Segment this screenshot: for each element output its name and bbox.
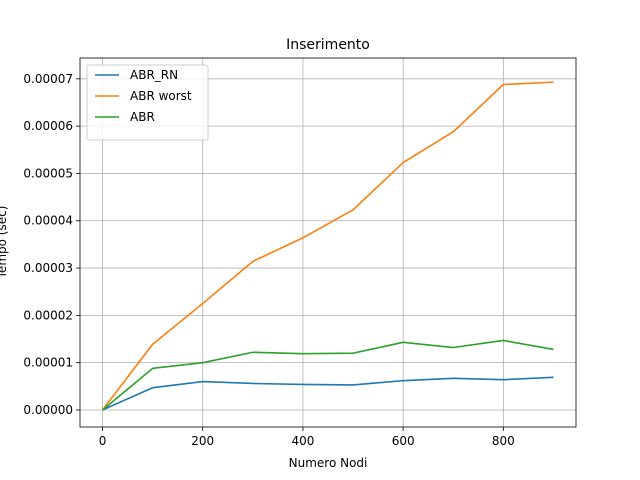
- legend-label: ABR worst: [130, 89, 192, 103]
- legend-label: ABR_RN: [130, 68, 178, 82]
- legend: ABR_RN ABR worst ABR: [86, 64, 209, 141]
- series-line-abr-rn: [102, 376, 554, 411]
- grid: [80, 58, 576, 427]
- legend-box: [86, 64, 209, 141]
- legend-label: ABR: [130, 110, 155, 124]
- y-axis-label: Tempo (sec): [0, 206, 9, 280]
- y-tick-label: 0.00001: [23, 356, 73, 370]
- x-tick-label: 0: [99, 434, 107, 448]
- x-tick-label: 200: [191, 434, 214, 448]
- x-tick-label: 600: [392, 434, 415, 448]
- series-line-abr: [102, 339, 554, 411]
- plot-frame: [79, 57, 577, 428]
- series-line-abr-worst: [101, 81, 554, 411]
- y-tick-label: 0.00006: [23, 119, 73, 133]
- chart-title: Inserimento: [286, 37, 370, 53]
- series-lines: [101, 81, 554, 411]
- y-tick-label: 0.00002: [23, 308, 73, 322]
- y-tick-label: 0.00007: [23, 72, 73, 86]
- y-tick-label: 0.00004: [23, 214, 73, 228]
- x-tick-label: 400: [291, 434, 314, 448]
- x-tick-label: 800: [492, 434, 515, 448]
- x-axis-label: Numero Nodi: [289, 456, 368, 470]
- y-tick-label: 0.00000: [23, 403, 73, 417]
- axis-ticks: 0 200 400 600 800 0.00000 0.00001 0.00002 0.0000…: [23, 72, 514, 448]
- y-tick-label: 0.00005: [23, 166, 73, 180]
- y-tick-label: 0.00003: [23, 261, 73, 275]
